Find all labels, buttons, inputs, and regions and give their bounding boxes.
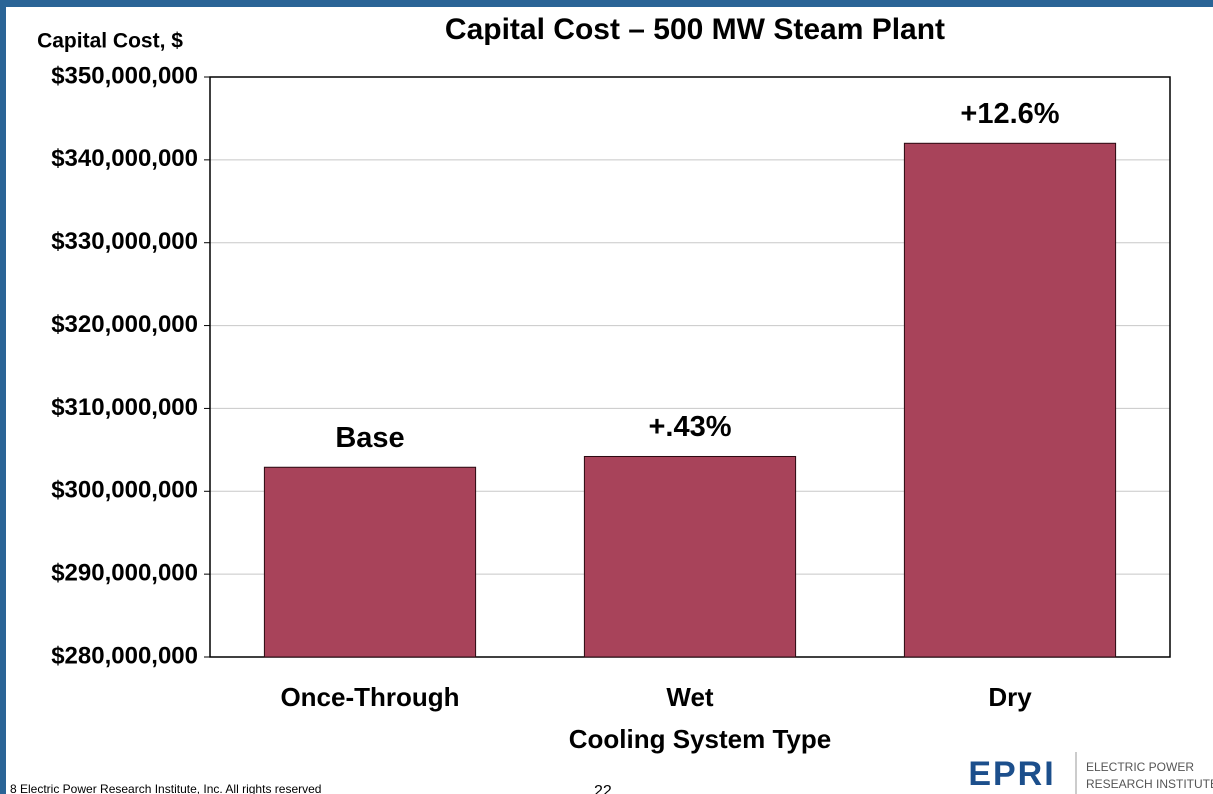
y-tick-label: $330,000,000 <box>51 228 198 255</box>
org-name: RESEARCH INSTITUTE <box>1086 777 1213 791</box>
y-tick-label: $350,000,000 <box>51 62 198 89</box>
y-tick-label: $300,000,000 <box>51 477 198 504</box>
x-tick-label: Once-Through <box>280 682 459 712</box>
page-number: 22 <box>594 783 612 794</box>
left-border <box>0 0 6 794</box>
bar-label: +.43% <box>648 411 731 443</box>
x-axis-label: Cooling System Type <box>569 724 831 754</box>
y-axis-label: Capital Cost, $ <box>37 30 183 53</box>
y-tick-label: $290,000,000 <box>51 559 198 586</box>
bar-label: Base <box>335 422 404 454</box>
x-tick-label: Dry <box>988 682 1032 712</box>
y-tick-label: $310,000,000 <box>51 394 198 421</box>
bar <box>263 466 477 658</box>
chart-title: Capital Cost – 500 MW Steam Plant <box>445 13 945 46</box>
bar-label: +12.6% <box>960 98 1059 130</box>
bar <box>583 455 797 658</box>
bar <box>903 142 1117 658</box>
logo: EPRI <box>968 755 1055 793</box>
top-border <box>0 0 1213 7</box>
y-tick-label: $320,000,000 <box>51 311 198 338</box>
y-tick-label: $280,000,000 <box>51 642 198 669</box>
x-tick-label: Wet <box>666 682 714 712</box>
org-name: ELECTRIC POWER <box>1086 760 1194 774</box>
y-tick-label: $340,000,000 <box>51 145 198 172</box>
copyright: 8 Electric Power Research Institute, Inc… <box>10 782 321 794</box>
